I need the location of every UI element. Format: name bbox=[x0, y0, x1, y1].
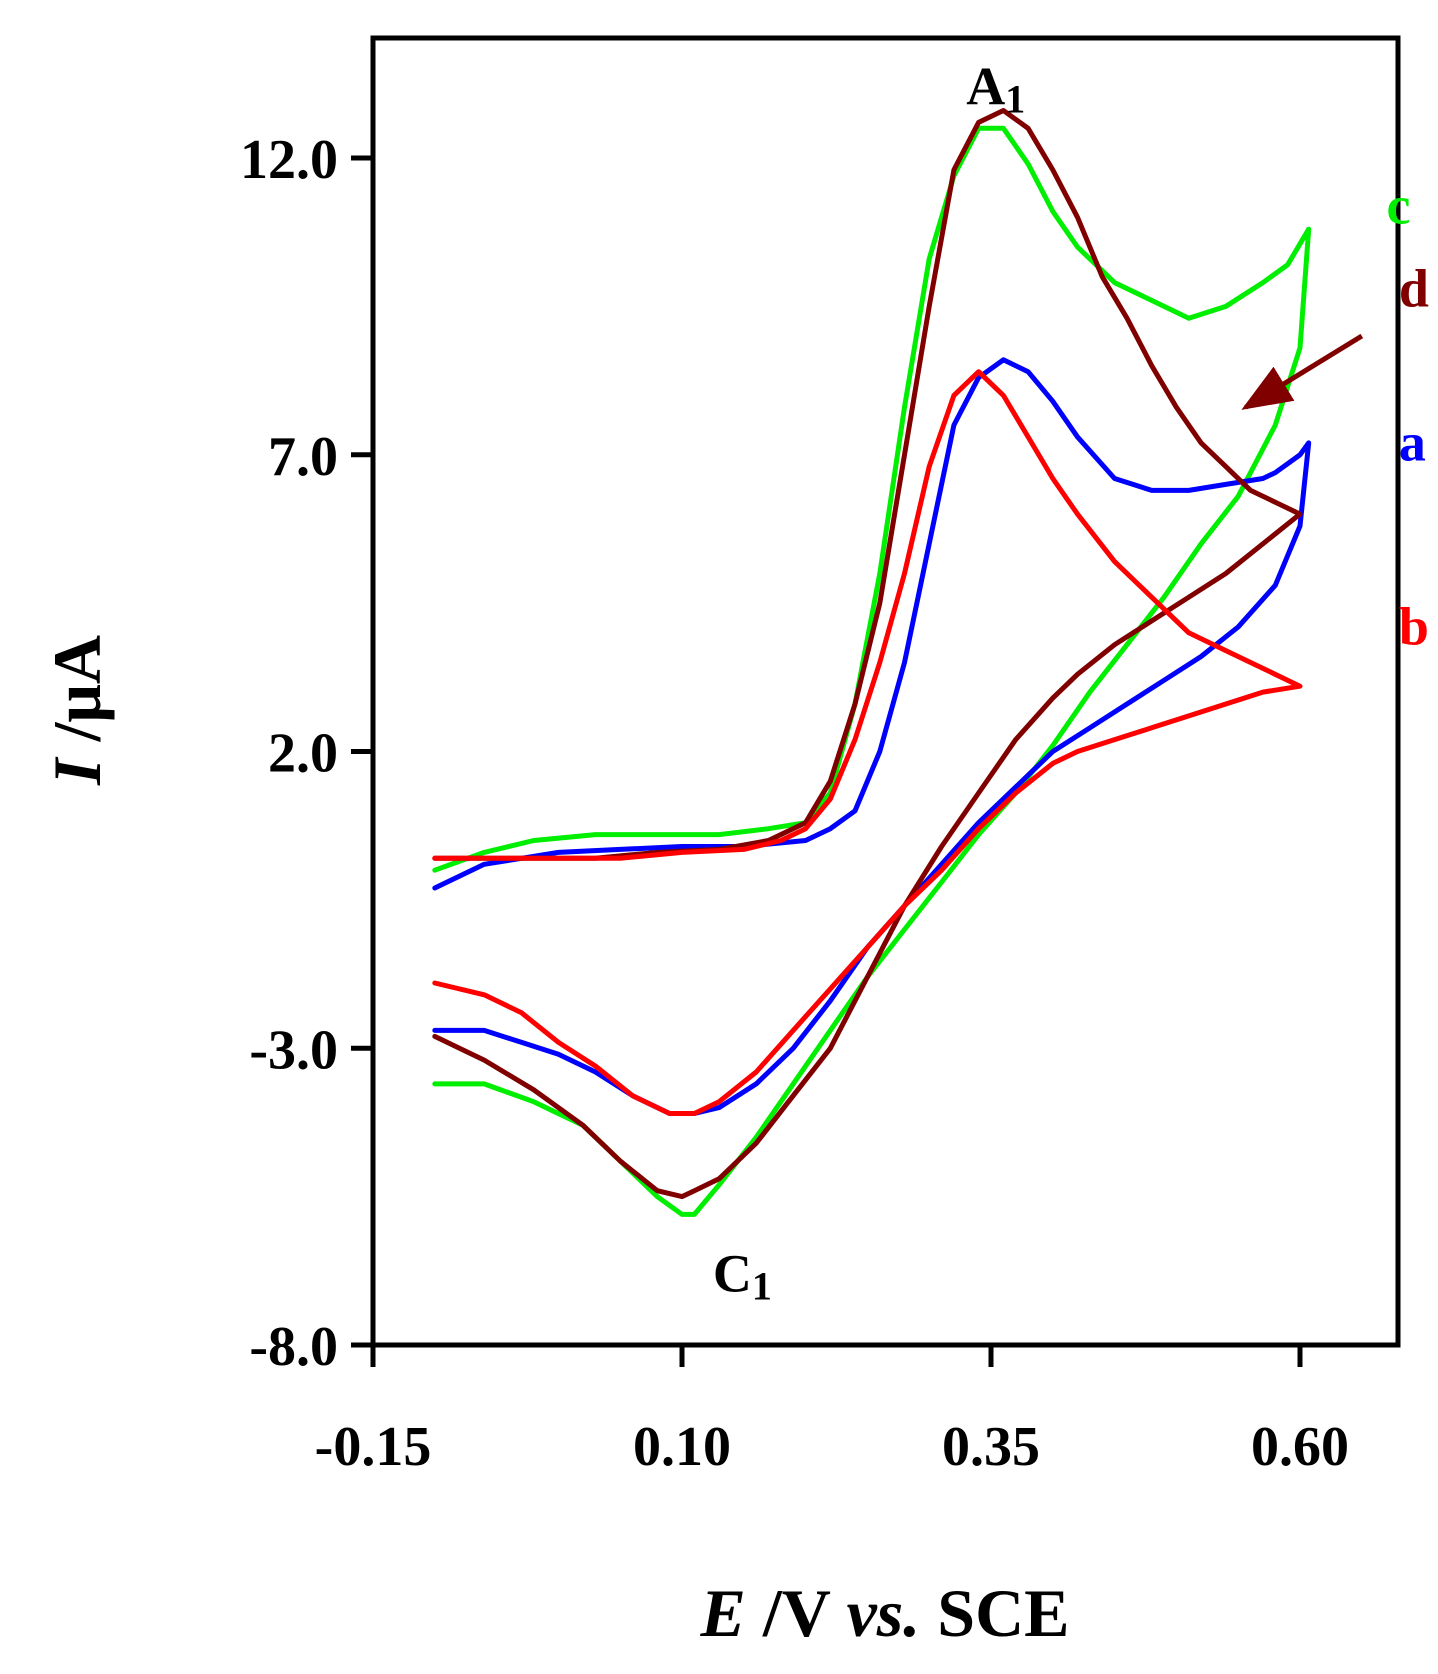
x-tick-label: 0.60 bbox=[1251, 1416, 1349, 1478]
x-axis-symbol: E bbox=[699, 1575, 745, 1651]
series-c-label: c bbox=[1387, 175, 1411, 235]
series-b-line bbox=[432, 369, 1303, 1116]
x-tick-label: 0.10 bbox=[633, 1416, 731, 1478]
y-tick-label: 12.0 bbox=[240, 129, 338, 191]
y-tick-label: -8.0 bbox=[249, 1316, 338, 1378]
y-tick-label: -3.0 bbox=[249, 1019, 338, 1081]
peak-label-A1: A1 bbox=[966, 57, 1025, 122]
peak-label-C1: C1 bbox=[713, 1244, 772, 1309]
series-b-label: b bbox=[1399, 597, 1429, 657]
series-a-line bbox=[432, 357, 1312, 1116]
curve-labels: a b cd A1 C1 bbox=[713, 57, 1429, 1309]
cv-curves bbox=[432, 108, 1312, 1217]
y-axis-symbol: I bbox=[39, 756, 115, 786]
series-d-line bbox=[432, 108, 1303, 1200]
plot-frame bbox=[370, 35, 1401, 1348]
y-axis-title: I /μA bbox=[39, 635, 115, 786]
x-axis-reference: SCE bbox=[920, 1575, 1069, 1651]
axis-ticks: -0.15 0.10 0.35 0.60 12.0 7.0 2.0 -3.0 -8.0 bbox=[240, 129, 1349, 1478]
y-tick-label: 7.0 bbox=[268, 426, 338, 488]
series-a-label: a bbox=[1399, 413, 1426, 473]
x-axis-title: E /V vs. SCE bbox=[699, 1575, 1069, 1651]
series-d-label: d bbox=[1399, 258, 1429, 318]
x-tick-label: 0.35 bbox=[942, 1416, 1040, 1478]
x-tick-label: -0.15 bbox=[315, 1416, 432, 1478]
x-axis-vs: vs. bbox=[847, 1575, 921, 1651]
x-axis-unit: /V bbox=[746, 1575, 847, 1651]
y-axis-unit: /μA bbox=[39, 635, 115, 759]
y-tick-label: 2.0 bbox=[268, 723, 338, 785]
series-d-arrow bbox=[1241, 333, 1364, 410]
